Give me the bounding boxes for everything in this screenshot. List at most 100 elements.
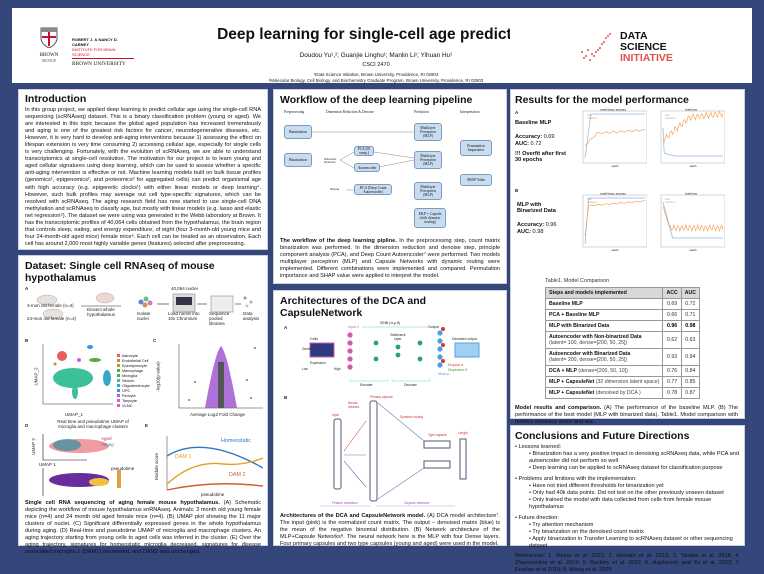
legend-swatch (117, 384, 120, 387)
caps-nn-label: Neural network (348, 401, 360, 409)
acc-cell: 0.78 (662, 387, 682, 399)
carney-logo: ROBERT J. & NANCY D. CARNEY INSTITUTE FO… (72, 37, 134, 67)
auc-cell: 0.94 (680, 348, 700, 366)
mcbgp-label: MCBGP (41, 58, 56, 63)
fig-a-label: A (25, 286, 29, 291)
table-row: MLP with Binarized Data 0.96 0.98 (544, 320, 700, 332)
arch-figure: A Input x ZINB (π,μ,θ) Output Cells Gene… (280, 321, 500, 511)
load-label: Load nuclei into 10x Chromium (168, 311, 200, 321)
intro-title: Introduction (25, 93, 87, 105)
fig-d-ylabel: UMAP 2 (30, 438, 36, 455)
plot-xlabel: epoch (690, 165, 697, 168)
legend-validation: validation (587, 117, 598, 120)
acc-cell: 0.77 (662, 376, 682, 388)
box-permutation: Permutation Importance (460, 140, 492, 156)
model-name: Baseline MLP (549, 301, 583, 307)
legend-text: Astrocyte (122, 354, 138, 358)
length-label: Length (458, 431, 468, 435)
result-b-model: MLP with Binarized Data (517, 202, 556, 214)
dataset-caption-text: (A) Schematic depicting the workflow of … (25, 500, 261, 556)
table-title: Table1. Model Comparison (545, 278, 610, 284)
dataset-caption: Single cell RNA sequencing of aging fema… (25, 500, 261, 556)
acc-cell: 0.69 (662, 298, 682, 310)
validation-curve (584, 128, 646, 147)
acc-cell: 0.93 (662, 348, 682, 366)
legend-text: Neuron (122, 379, 135, 383)
model-comparison-table: Steps and models implemented ACC AUC Basel… (544, 287, 700, 399)
acc-cell: 0.96 (662, 320, 682, 332)
plot-title: model binary_accuracy (600, 109, 626, 112)
bottleneck-label: Bottleneck layer (390, 333, 406, 341)
result-a-model: Baseline MLP (515, 120, 552, 126)
brown-logo: BROWN MCBGP (34, 24, 64, 63)
arch-title: Architectures of the DCA and CapsuleNetw… (280, 295, 427, 319)
workflow-caption: The workflow of the deep learning piplin… (280, 238, 500, 280)
conclusion-item: Try attention mechanism (515, 522, 740, 529)
box-mlp-1: Multilayer Perceptron (MLP) (414, 123, 442, 141)
model-cell: MLP + CapsuleNet (32 dimension latent sp… (544, 376, 664, 388)
umap-legend-item: Astrocyte (117, 354, 150, 359)
legend-aged: Aged (101, 436, 112, 441)
table-row: Baseline MLP 0.69 0.72 (544, 298, 700, 310)
label-denoise: Denoise (330, 188, 340, 191)
table-row: Autoencoder with Binarized Data (latent= … (544, 348, 700, 366)
model-cell: MLP + CapsuleNet (denoised by DCA ) (544, 387, 664, 399)
umap-legend-item: Neuron (117, 379, 150, 384)
auc-cell: 0.84 (680, 365, 700, 377)
box-mlp-2: Multilayer Perceptron (MLP) (414, 151, 442, 169)
model-cell: Baseline MLP (544, 298, 664, 310)
poster-title: Deep learning for single-cell age predic… (217, 26, 535, 43)
legend-text: VLMC (122, 404, 133, 408)
legend-train: train (665, 198, 670, 201)
carney-line2: INSTITUTE FOR BRAIN SCIENCE (72, 47, 134, 59)
intro-panel: Introduction In this group project, we a… (18, 89, 268, 250)
legend-swatch (117, 389, 120, 392)
conclusion-group: Lessons learned: (515, 444, 740, 451)
legend-text: Microglia (122, 374, 138, 378)
dataset-panel: Dataset: Single cell RNAseq of mouse hyp… (18, 255, 268, 555)
model-cell: DCA + MLP (dense=[200, 50, 10]) (544, 365, 664, 377)
result-b-label: B (515, 188, 519, 193)
dsi-line1: DATA (620, 30, 648, 42)
plot-xlabel: epoch (612, 249, 619, 252)
workflow-diagram: Preprocessing Dimension Reduction & Deno… (280, 108, 500, 236)
dca-output-label: Output (428, 325, 439, 329)
mean-label: Mean μ (438, 372, 450, 376)
acc-cell: 0.76 (662, 365, 682, 377)
model-name: MLP with Binarized Data (549, 323, 610, 329)
references: References: 1. Meyer et al. 2021; 2. Hor… (515, 553, 740, 574)
result-a-auc-label: AUC: (515, 141, 529, 147)
low-label: Low (302, 367, 308, 371)
result-b-auc-label: AUC: (517, 229, 531, 235)
conclusion-group: Problems and limitions with the implemen… (515, 476, 740, 483)
results-title: Results for the model performance (515, 94, 689, 106)
fig-d-label: D (25, 423, 29, 428)
legend-swatch (117, 394, 120, 397)
conclusion-item: Binarization has a very positive impact … (515, 451, 740, 465)
encoder-label: Encoder (360, 383, 373, 387)
results-panel: Results for the model performance A Base… (510, 89, 745, 425)
acc-cell: 0.66 (662, 309, 682, 321)
plot-xlabel: epoch (690, 249, 697, 252)
dataset-caption-bold: Single cell RNA sequencing of aging fema… (25, 500, 220, 506)
high-label: High (334, 367, 341, 371)
affiliation-1: ¹Data Science Initiative, Brown Universi… (313, 72, 439, 77)
model-detail: (denoised by DCA ) (594, 390, 641, 396)
box-mlp-3: Multilayer Perceptron (MLP) (414, 182, 442, 200)
table-row: PCA + Baseline MLP 0.66 0.71 (544, 309, 700, 321)
umap-legend-item: Tanycyte (117, 399, 150, 404)
model-detail: (32 dimension latent space) (594, 379, 660, 385)
analysis-label: Data analysis (243, 311, 260, 321)
arch-panel: Architectures of the DCA and CapsuleNetw… (273, 290, 507, 548)
umap-plot (42, 344, 113, 405)
results-caption-bold: Model results and comparison. (515, 405, 602, 411)
seq-label: Sequence pooled libraries (209, 311, 230, 326)
arch-caption-text: (A) DCA model architecture⁷. The input (… (280, 513, 500, 548)
model-detail: (latent= 200, dense=[200, 50, 25]) (549, 357, 628, 363)
legend-text: Endothelial Cell (122, 359, 149, 363)
dca-network-diagram (309, 326, 480, 507)
umap-legend: Astrocyte Endothelial Cell Ependymocyte Mac… (117, 354, 150, 409)
auc-cell: 0.87 (680, 387, 700, 399)
arch-fig-b-label: B (284, 395, 288, 400)
fig-e-label: E (145, 423, 149, 428)
